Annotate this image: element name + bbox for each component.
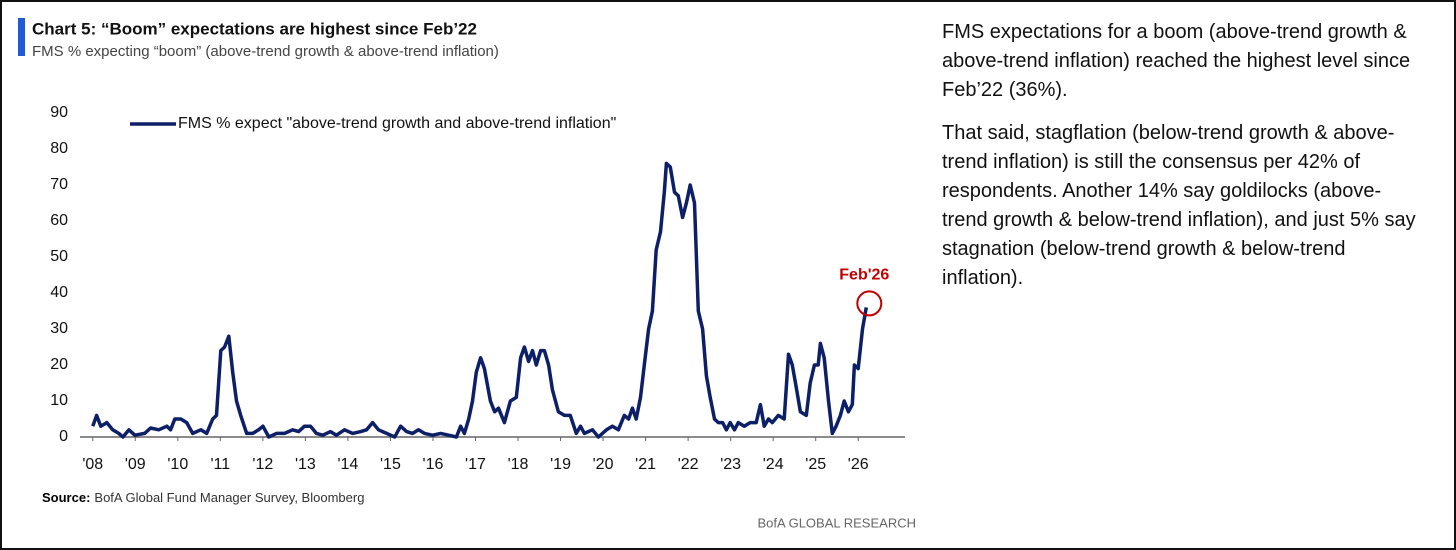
x-tick-label: '17 xyxy=(465,456,486,473)
y-tick-label: 60 xyxy=(50,212,68,229)
x-tick-label: '18 xyxy=(508,456,529,473)
chart-subtitle: FMS % expecting “boom” (above-trend grow… xyxy=(32,43,499,60)
commentary: FMS expectations for a boom (above-trend… xyxy=(942,18,1422,307)
x-tick-label: '09 xyxy=(125,456,146,473)
x-tick-label: '08 xyxy=(82,456,103,473)
legend-label: FMS % expect "above-trend growth and abo… xyxy=(178,115,616,132)
y-tick-label: 70 xyxy=(50,176,68,193)
x-tick-label: '23 xyxy=(720,456,741,473)
y-tick-label: 40 xyxy=(50,284,68,301)
source-text: BofA Global Fund Manager Survey, Bloombe… xyxy=(94,490,364,505)
paragraph: FMS expectations for a boom (above-trend… xyxy=(942,21,1411,101)
x-tick-label: '13 xyxy=(295,456,316,473)
annotation: Feb'26 xyxy=(839,267,889,284)
x-tick-label: '20 xyxy=(593,456,614,473)
x-tick-label: '25 xyxy=(805,456,826,473)
x-tick-label: '22 xyxy=(678,456,699,473)
x-tick-label: '11 xyxy=(210,456,230,473)
annotation-circle xyxy=(856,290,883,317)
footer: BofA GLOBAL RESEARCH xyxy=(758,515,916,530)
x-tick-label: '14 xyxy=(337,456,358,473)
x-tick-label: '15 xyxy=(380,456,401,473)
y-tick-label: 20 xyxy=(50,356,68,373)
x-tick-label: '26 xyxy=(848,456,869,473)
x-tick-label: '12 xyxy=(252,456,273,473)
y-tick-label: 90 xyxy=(50,104,68,121)
source-label: Source: xyxy=(42,490,90,505)
paragraph: That said, stagflation (below-trend grow… xyxy=(942,122,1416,289)
title-accent xyxy=(18,18,25,56)
y-tick-label: 80 xyxy=(50,140,68,157)
chart-title: Chart 5: “Boom” expectations are highest… xyxy=(32,19,477,38)
x-tick-label: '10 xyxy=(167,456,188,473)
y-tick-label: 50 xyxy=(50,248,68,265)
data-line xyxy=(91,161,869,439)
y-tick-label: 10 xyxy=(50,392,68,409)
chart: Chart 5: “Boom” expectations are highest… xyxy=(18,18,916,530)
x-tick-label: '16 xyxy=(423,456,444,473)
x-tick-label: '19 xyxy=(550,456,571,473)
source: Source: BofA Global Fund Manager Survey, … xyxy=(42,490,364,505)
y-tick-label: 30 xyxy=(50,320,68,337)
x-tick-label: '24 xyxy=(763,456,784,473)
y-tick-label: 0 xyxy=(59,428,68,445)
x-tick-label: '21 xyxy=(635,456,656,473)
